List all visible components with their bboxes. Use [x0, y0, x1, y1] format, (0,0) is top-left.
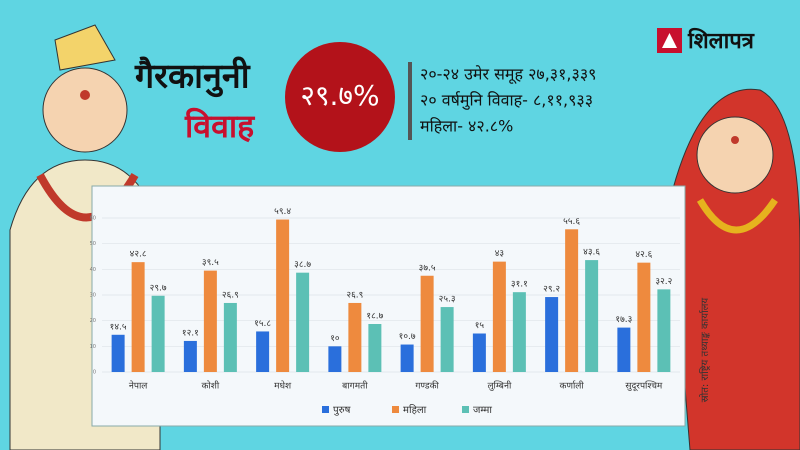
- legend-label: महिला: [403, 404, 427, 416]
- bar: [472, 333, 486, 372]
- y-tick-label: 40: [90, 267, 96, 273]
- value-label: ५५.६: [563, 217, 580, 227]
- fact: महिला- ४२.८%: [420, 117, 513, 136]
- headline-figure: २९.७%: [300, 79, 379, 112]
- value-label: १०: [330, 334, 340, 344]
- x-tick-label: कोशी: [202, 380, 220, 392]
- fact: २०-२४ उमेर समूह २७,३१,३३९: [420, 65, 596, 85]
- value-label: ४२.८: [130, 250, 147, 260]
- bar: [348, 302, 362, 372]
- value-label: २६.९: [222, 290, 239, 300]
- value-label: १५.८: [254, 319, 271, 329]
- bar: [585, 260, 599, 372]
- bar: [617, 327, 631, 372]
- bar: [400, 344, 414, 372]
- x-tick-label: सुदूरपश्चिम: [625, 380, 663, 392]
- y-tick-label: 10: [90, 344, 96, 350]
- value-label: २९.२: [543, 285, 560, 295]
- value-label: १२.१: [182, 328, 199, 338]
- value-label: १७.३: [615, 315, 632, 325]
- value-label: ३९.५: [202, 258, 219, 268]
- logo: शिलापत्र: [687, 27, 755, 54]
- value-label: ४३.६: [583, 248, 600, 258]
- value-label: ३२.२: [655, 277, 672, 287]
- bar: [111, 334, 125, 372]
- x-tick-label: मधेश: [274, 380, 292, 392]
- source: स्रोत: राष्ट्रिय तथ्याङ्क कार्यालय: [699, 298, 711, 403]
- bar: [657, 289, 671, 372]
- bar: [151, 295, 165, 372]
- bar: [565, 229, 579, 372]
- y-tick-label: 0: [93, 370, 96, 376]
- bar: [131, 262, 145, 372]
- x-tick-label: कर्णाली: [560, 380, 585, 392]
- bar: [256, 331, 270, 372]
- title-line1: गैरकानुनी: [134, 56, 251, 98]
- value-label: १८.७: [366, 312, 383, 322]
- legend-swatch: [462, 406, 469, 413]
- value-label: ५९.४: [274, 207, 291, 217]
- bar: [368, 324, 382, 372]
- headline-circle: [285, 42, 395, 152]
- bar: [545, 297, 559, 372]
- legend-swatch: [392, 406, 399, 413]
- x-tick-label: नेपाल: [129, 380, 148, 392]
- chart-panel: [91, 185, 686, 427]
- value-label: ३८.७: [294, 260, 311, 270]
- value-label: १०.७: [399, 332, 416, 342]
- x-tick-label: लुम्बिनी: [487, 380, 511, 392]
- bar: [512, 292, 526, 372]
- x-tick-label: बागमती: [342, 380, 368, 392]
- value-label: २६.९: [346, 290, 363, 300]
- bar: [296, 272, 310, 372]
- bar: [328, 346, 342, 372]
- value-label: १५: [475, 321, 485, 331]
- value-label: २५.३: [439, 295, 456, 305]
- x-tick-label: गण्डकी: [415, 380, 439, 392]
- legend-label: पुरुष: [333, 405, 351, 416]
- bar: [440, 307, 454, 372]
- y-tick-label: 60: [90, 216, 96, 222]
- value-label: ४३: [495, 249, 504, 259]
- bar: [183, 340, 197, 372]
- y-tick-label: 50: [90, 241, 96, 247]
- bar: [637, 262, 651, 372]
- legend-label: जम्मा: [473, 405, 492, 416]
- value-label: २९.७: [150, 283, 167, 293]
- value-label: ३७.५: [419, 263, 436, 273]
- value-label: ३१.१: [511, 280, 528, 290]
- bar: [492, 261, 506, 372]
- fact: २० वर्षमुनि विवाह- ८,११,९३३: [420, 91, 593, 111]
- title-line2: विवाह: [184, 107, 255, 145]
- bar: [276, 219, 290, 372]
- bar: [420, 275, 434, 372]
- y-tick-label: 30: [90, 293, 96, 299]
- value-label: ४२.६: [635, 250, 652, 260]
- legend-swatch: [322, 406, 329, 413]
- logo-mark: [662, 33, 677, 48]
- bar: [223, 302, 237, 372]
- y-tick-label: 20: [90, 318, 96, 324]
- divider: [408, 62, 412, 140]
- bar: [203, 270, 217, 372]
- value-label: १४.५: [110, 322, 127, 332]
- girl-illustration: [669, 88, 800, 450]
